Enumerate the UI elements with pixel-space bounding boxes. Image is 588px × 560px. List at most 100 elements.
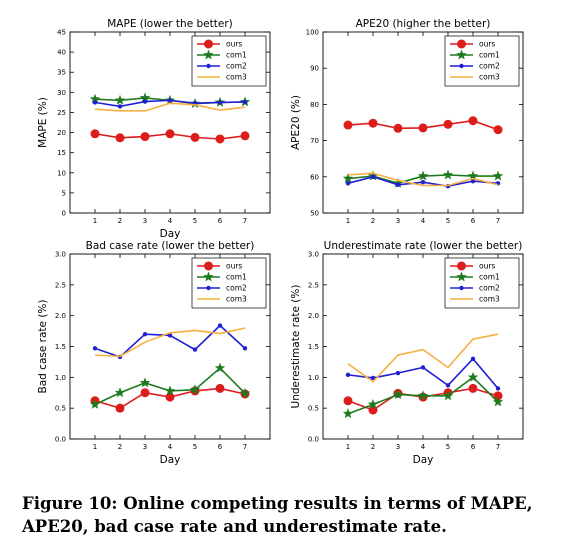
figure-caption-label: Figure 10: (22, 494, 118, 513)
data-point-ours (215, 383, 225, 393)
data-point-com2 (345, 181, 351, 186)
chart-panel-2: APE20 (higher the better) APE20 (%) 50 60 70… (290, 18, 524, 225)
legend: ours com1 com2 com3 (444, 257, 520, 309)
data-point-com2 (142, 331, 148, 337)
y-tick-label: 0.0 (308, 436, 319, 444)
x-tick-label: 2 (371, 443, 375, 451)
y-tick-label: 0.0 (55, 436, 66, 444)
data-point-ours (393, 123, 403, 133)
data-point-ours (90, 129, 100, 139)
data-point-ours (343, 396, 353, 406)
data-point-com1 (367, 398, 379, 409)
x-tick-label: 7 (496, 217, 500, 225)
x-tick-label: 1 (93, 443, 97, 451)
legend-label-com2: com2 (479, 284, 500, 293)
y-tick-label: 1.0 (55, 374, 66, 382)
series-com3 (347, 333, 499, 383)
y-tick-label: 90 (310, 65, 319, 73)
x-tick-label: 6 (218, 443, 223, 451)
y-tick-label: 15 (57, 149, 66, 157)
x-tick-label: 6 (218, 217, 223, 225)
data-point-com1 (342, 173, 354, 184)
x-tick-label: 4 (421, 217, 426, 225)
series-com2 (345, 174, 501, 189)
y-tick-label: 5 (62, 189, 66, 197)
data-point-com1 (417, 170, 429, 181)
y-tick-label: 70 (310, 137, 319, 145)
legend: ours com1 com2 com3 (444, 35, 520, 87)
y-tick-label: 0 (62, 210, 66, 218)
chart-title: Bad case rate (lower the better) (86, 240, 255, 252)
y-tick-label: 60 (310, 173, 319, 181)
legend-label-com3: com3 (226, 295, 247, 304)
x-tick-label: 5 (446, 217, 450, 225)
data-point-ours (468, 383, 478, 393)
y-tick-label: 2.5 (55, 281, 66, 289)
series-ours (343, 383, 503, 415)
y-tick-label: 1.5 (55, 343, 66, 351)
y-tick-label: 80 (310, 101, 319, 109)
data-point-ours (240, 131, 250, 141)
legend-marker-com1 (203, 49, 214, 60)
series-line-com3 (347, 333, 499, 383)
data-point-com2 (470, 356, 476, 362)
chart-title: APE20 (higher the better) (356, 18, 491, 30)
data-point-com2 (167, 333, 173, 338)
data-point-com1 (239, 387, 251, 398)
data-point-com1 (189, 384, 201, 395)
data-point-com1 (139, 377, 151, 388)
data-point-com2 (420, 365, 426, 370)
data-point-com2 (470, 178, 476, 184)
legend-label-com1: com1 (479, 273, 500, 282)
x-tick-label: 4 (421, 443, 426, 451)
legend-label-com3: com3 (479, 295, 500, 304)
y-tick-label: 2.0 (308, 312, 319, 320)
legend-label-ours: ours (479, 40, 495, 49)
data-point-ours (493, 125, 503, 135)
data-point-com1 (392, 389, 404, 400)
legend-label-ours: ours (226, 262, 242, 271)
data-point-com2 (395, 370, 401, 376)
legend-marker-ours (204, 39, 213, 49)
data-point-com1 (89, 398, 101, 409)
legend-label-com2: com2 (226, 284, 247, 293)
series-com3 (347, 172, 499, 187)
legend-label-com1: com1 (226, 51, 247, 60)
data-point-com2 (142, 99, 148, 104)
legend-marker-com2 (206, 63, 211, 69)
series-line-com2 (347, 357, 499, 389)
data-point-com1 (442, 390, 454, 401)
legend-marker-com1 (456, 271, 467, 282)
data-point-ours (368, 405, 378, 415)
data-point-com2 (420, 180, 426, 185)
x-tick-label: 5 (446, 443, 450, 451)
series-line-com3 (94, 327, 246, 358)
series-com3 (94, 102, 246, 112)
y-tick-label: 40 (57, 49, 66, 57)
data-point-com2 (242, 99, 248, 105)
data-point-ours (215, 134, 225, 144)
data-point-ours (368, 118, 378, 128)
y-tick-label: 2.5 (308, 281, 319, 289)
data-point-com2 (370, 174, 376, 179)
y-axis-label: Underestimate rate (%) (290, 285, 302, 409)
data-point-com2 (445, 383, 451, 388)
x-tick-label: 3 (143, 443, 147, 451)
series-com1 (89, 362, 251, 409)
x-tick-label: 6 (471, 217, 476, 225)
y-tick-label: 30 (57, 89, 66, 97)
data-point-com1 (492, 396, 504, 407)
x-tick-label: 4 (168, 443, 173, 451)
x-axis-label: Day (413, 454, 434, 466)
data-point-com2 (370, 375, 376, 381)
x-axis-label: Day (160, 454, 181, 466)
data-point-ours (140, 388, 150, 398)
data-point-com2 (242, 346, 248, 351)
data-point-com1 (214, 362, 226, 373)
data-point-ours (140, 132, 150, 142)
y-tick-label: 20 (57, 129, 66, 137)
x-tick-label: 3 (143, 217, 147, 225)
y-axis-label: APE20 (%) (290, 95, 302, 150)
y-tick-label: 10 (57, 169, 66, 177)
legend-label-ours: ours (479, 262, 495, 271)
